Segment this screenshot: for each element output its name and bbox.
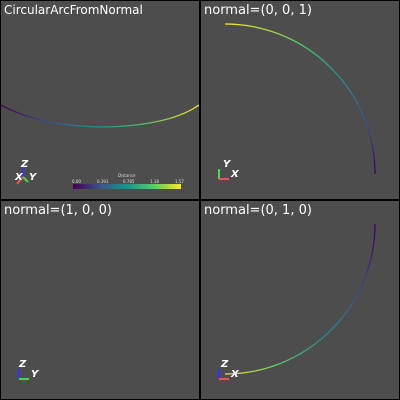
viewport-normal-010[interactable]: Z X normal=(0, 1, 0) bbox=[201, 201, 399, 399]
scalar-bar: Distance 0.00 0.393 0.785 1.18 1.57 bbox=[72, 173, 184, 189]
arc-line bbox=[1, 104, 199, 128]
arc-line bbox=[224, 23, 376, 175]
axis-label-z: Z bbox=[220, 359, 229, 370]
viewport-title: normal=(0, 0, 1) bbox=[204, 3, 312, 18]
scene-canvas: Y X bbox=[218, 23, 376, 180]
arc-line bbox=[224, 223, 376, 375]
scalar-bar-title: Distance bbox=[118, 173, 136, 178]
axis-label-x: X bbox=[230, 369, 240, 380]
viewport-normal-100[interactable]: Z Y normal=(1, 0, 0) bbox=[1, 201, 199, 399]
axis-label-y: Y bbox=[29, 172, 38, 183]
scalar-bar-tick: 0.00 bbox=[72, 179, 81, 184]
orientation-axes: Y X bbox=[218, 159, 240, 180]
orientation-axes: Z X bbox=[218, 359, 240, 380]
scalar-bar-tick: 0.785 bbox=[123, 179, 135, 184]
orientation-axes: Z X Y bbox=[14, 159, 38, 185]
scene-canvas: Z Y bbox=[18, 359, 40, 380]
scalar-bar-tick: 1.57 bbox=[175, 179, 184, 184]
axis-label-y: Y bbox=[31, 369, 40, 380]
viewport-normal-001[interactable]: Y X normal=(0, 0, 1) bbox=[201, 1, 399, 199]
scalar-bar-tick: 1.18 bbox=[150, 179, 159, 184]
viewport-title: normal=(0, 1, 0) bbox=[204, 203, 312, 218]
scene-canvas: Z X Y Distance 0.00 0.393 0.785 1.18 1.5… bbox=[1, 104, 199, 189]
viewport-circular-arc-from-normal[interactable]: Z X Y Distance 0.00 0.393 0.785 1.18 1.5… bbox=[1, 1, 199, 199]
viewport-title: CircularArcFromNormal bbox=[4, 3, 143, 17]
axis-label-x: X bbox=[230, 169, 240, 180]
axis-label-z: Z bbox=[20, 159, 29, 170]
viewport-title: normal=(1, 0, 0) bbox=[4, 203, 112, 218]
scalar-bar-tick: 0.393 bbox=[97, 179, 109, 184]
axis-label-y: Y bbox=[223, 159, 232, 170]
axis-label-z: Z bbox=[18, 359, 27, 370]
axis-label-x: X bbox=[14, 172, 24, 183]
scene-canvas: Z X bbox=[218, 223, 376, 380]
orientation-axes: Z Y bbox=[18, 359, 40, 380]
